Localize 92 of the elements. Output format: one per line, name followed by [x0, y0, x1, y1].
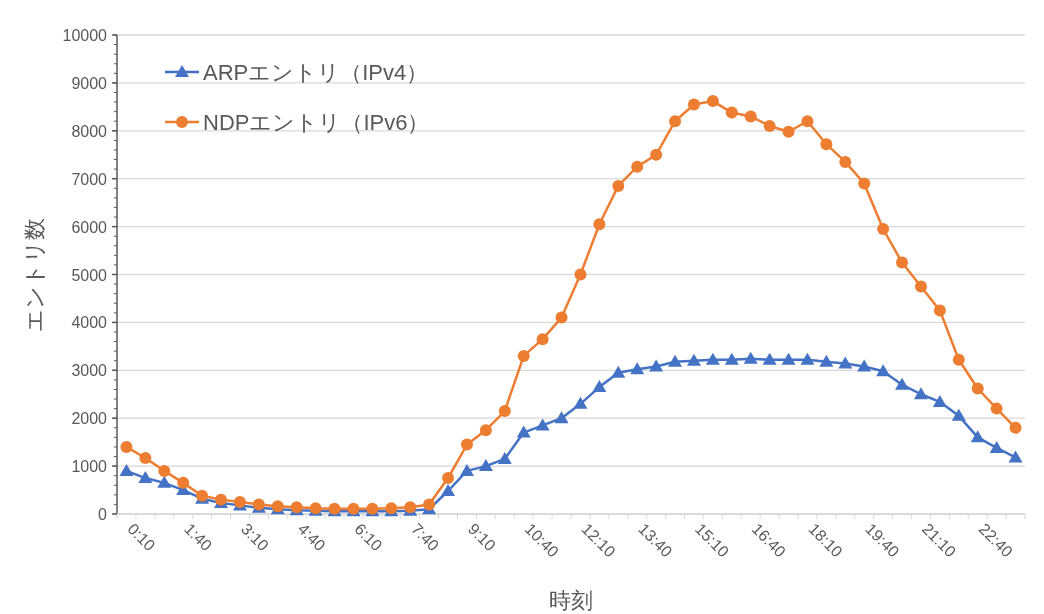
point: [1008, 450, 1023, 463]
y-tick-label: 3000: [71, 362, 108, 380]
x-axis-title: 時刻: [549, 588, 593, 613]
x-tick-label: 1:40: [181, 520, 216, 555]
point: [932, 394, 947, 407]
point: [592, 380, 607, 393]
point: [820, 138, 833, 151]
point: [914, 280, 927, 293]
point: [896, 256, 909, 269]
point: [497, 451, 512, 464]
point: [686, 353, 701, 366]
point: [630, 362, 645, 375]
point: [858, 177, 871, 190]
point: [762, 352, 777, 365]
point: [535, 418, 550, 431]
point: [442, 472, 455, 485]
point: [781, 352, 796, 365]
point: [478, 459, 493, 472]
y-tick-label: 1000: [71, 458, 108, 476]
y-tick-label: 10000: [62, 27, 108, 44]
y-tick-label: 5000: [71, 266, 108, 284]
point: [498, 405, 511, 418]
legend-label: NDPエントリ（IPv6）: [203, 110, 430, 135]
point: [725, 106, 738, 119]
legend-label: ARPエントリ（IPv4）: [203, 60, 429, 85]
point: [857, 359, 872, 372]
point: [744, 110, 757, 123]
point: [763, 120, 776, 133]
point: [650, 148, 663, 161]
x-tick-label: 4:40: [294, 520, 329, 555]
point: [612, 179, 625, 192]
point: [687, 98, 700, 111]
point: [479, 424, 492, 437]
y-tick-label: 6000: [71, 218, 108, 236]
point: [157, 475, 172, 488]
point: [838, 356, 853, 369]
point: [801, 115, 814, 128]
point: [989, 440, 1004, 453]
x-tick-label: 7:40: [408, 520, 443, 555]
x-tick-label: 3:10: [237, 520, 272, 555]
x-tick-label: 0:10: [124, 520, 159, 555]
point: [574, 268, 587, 281]
point: [441, 484, 456, 497]
point: [876, 364, 891, 377]
point: [877, 223, 890, 235]
point: [951, 408, 966, 421]
point: [800, 352, 815, 365]
point: [705, 352, 720, 365]
y-tick-label: 8000: [71, 122, 108, 140]
point: [536, 333, 549, 346]
point: [895, 377, 910, 390]
point: [423, 498, 436, 511]
point: [516, 425, 531, 438]
point: [649, 359, 664, 372]
point: [120, 440, 133, 453]
point: [631, 160, 644, 173]
point: [839, 155, 852, 168]
point: [158, 464, 171, 477]
point: [706, 95, 719, 108]
point: [782, 125, 795, 138]
y-tick-label: 2000: [71, 410, 108, 428]
point: [517, 349, 530, 362]
point: [593, 218, 606, 231]
y-tick-label: 4000: [71, 314, 108, 332]
point: [177, 476, 190, 489]
x-tick-label: 6:10: [351, 520, 386, 555]
point: [668, 354, 683, 367]
point: [970, 430, 985, 443]
y-axis-title: エントリ数: [22, 217, 47, 332]
point: [913, 387, 928, 400]
point: [139, 451, 152, 464]
point: [971, 382, 984, 395]
point: [554, 411, 569, 424]
point: [933, 304, 946, 317]
y-tick-label: 9000: [71, 74, 108, 92]
point: [990, 402, 1003, 415]
point: [119, 463, 134, 476]
y-tick-label: 7000: [71, 170, 108, 188]
point: [819, 354, 834, 367]
point: [743, 351, 758, 364]
point: [573, 396, 588, 409]
point: [555, 311, 568, 324]
point: [459, 463, 474, 476]
point: [1009, 421, 1022, 434]
point: [611, 365, 626, 378]
point: [724, 352, 739, 365]
point: [952, 353, 965, 366]
x-tick-label: 9:10: [464, 520, 499, 555]
point: [460, 438, 473, 451]
point: [138, 471, 153, 484]
y-tick-label: 0: [98, 506, 108, 523]
point: [669, 115, 682, 128]
